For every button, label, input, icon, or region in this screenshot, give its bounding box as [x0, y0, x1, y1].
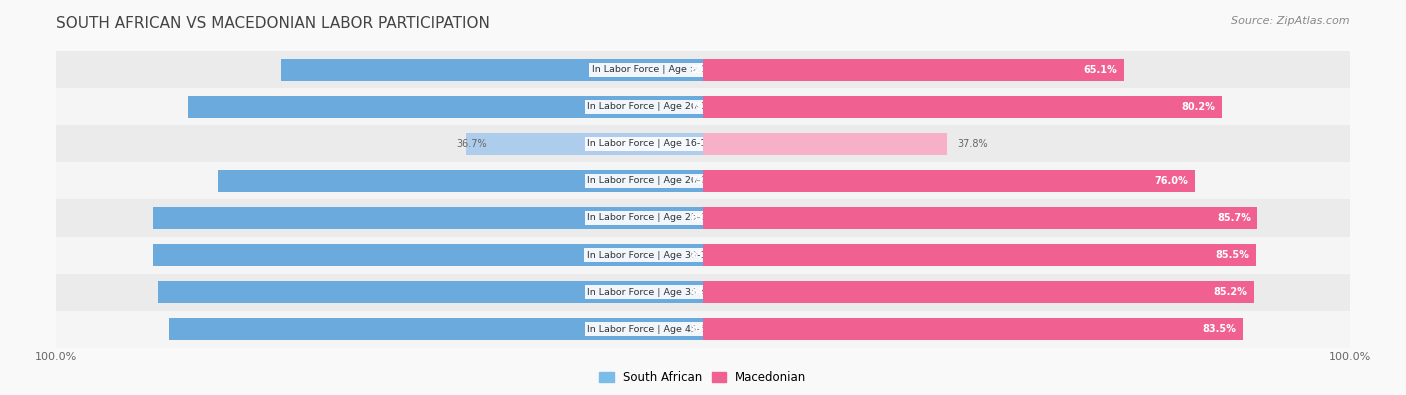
Text: In Labor Force | Age 30-34: In Labor Force | Age 30-34	[588, 250, 713, 260]
Bar	[281, 59, 703, 81]
Bar	[56, 51, 703, 88]
Text: 36.7%: 36.7%	[456, 139, 486, 149]
Text: 80.2%: 80.2%	[1181, 102, 1215, 112]
Bar	[703, 51, 1350, 88]
Text: In Labor Force | Age 45-54: In Labor Force | Age 45-54	[588, 325, 713, 334]
Text: In Labor Force | Age > 16: In Labor Force | Age > 16	[592, 65, 713, 74]
Bar	[56, 310, 703, 348]
Text: 85.0%: 85.0%	[690, 250, 724, 260]
Bar	[703, 96, 1222, 118]
Text: 85.0%: 85.0%	[690, 213, 724, 223]
Text: In Labor Force | Age 16-19: In Labor Force | Age 16-19	[588, 139, 713, 149]
Bar	[157, 281, 703, 303]
Bar	[56, 162, 703, 199]
Bar	[703, 274, 1350, 310]
Bar	[56, 199, 703, 237]
Text: In Labor Force | Age 25-29: In Labor Force | Age 25-29	[588, 213, 713, 222]
Text: Source: ZipAtlas.com: Source: ZipAtlas.com	[1232, 16, 1350, 26]
Bar	[703, 244, 1256, 266]
Text: SOUTH AFRICAN VS MACEDONIAN LABOR PARTICIPATION: SOUTH AFRICAN VS MACEDONIAN LABOR PARTIC…	[56, 16, 491, 31]
Text: 83.5%: 83.5%	[1202, 324, 1237, 334]
Bar	[703, 88, 1350, 126]
Bar	[703, 207, 1257, 229]
Text: 84.3%: 84.3%	[690, 287, 724, 297]
Bar	[56, 237, 703, 274]
Bar	[703, 281, 1254, 303]
Bar	[703, 199, 1350, 237]
Text: 76.0%: 76.0%	[1154, 176, 1188, 186]
Bar	[703, 126, 1350, 162]
Text: 85.2%: 85.2%	[1213, 287, 1247, 297]
Text: In Labor Force | Age 35-44: In Labor Force | Age 35-44	[588, 288, 713, 297]
Legend: South African, Macedonian: South African, Macedonian	[595, 367, 811, 389]
Bar	[703, 162, 1350, 199]
Bar	[56, 88, 703, 126]
Text: In Labor Force | Age 20-64: In Labor Force | Age 20-64	[588, 102, 713, 111]
Bar	[703, 310, 1350, 348]
Text: 75.0%: 75.0%	[690, 176, 724, 186]
Text: 65.3%: 65.3%	[690, 65, 724, 75]
Text: 82.6%: 82.6%	[690, 324, 724, 334]
Text: 85.7%: 85.7%	[1218, 213, 1251, 223]
Bar	[56, 274, 703, 310]
Bar	[169, 318, 703, 340]
Bar	[187, 96, 703, 118]
Text: 79.7%: 79.7%	[690, 102, 724, 112]
Bar	[153, 244, 703, 266]
Text: 85.5%: 85.5%	[1216, 250, 1250, 260]
Bar	[703, 59, 1123, 81]
Bar	[218, 170, 703, 192]
Bar	[465, 133, 703, 155]
Bar	[703, 133, 948, 155]
Bar	[56, 126, 703, 162]
Text: 37.8%: 37.8%	[957, 139, 988, 149]
Text: In Labor Force | Age 20-24: In Labor Force | Age 20-24	[588, 177, 713, 186]
Bar	[703, 237, 1350, 274]
Bar	[153, 207, 703, 229]
Text: 65.1%: 65.1%	[1084, 65, 1118, 75]
Bar	[703, 318, 1243, 340]
Bar	[703, 170, 1195, 192]
